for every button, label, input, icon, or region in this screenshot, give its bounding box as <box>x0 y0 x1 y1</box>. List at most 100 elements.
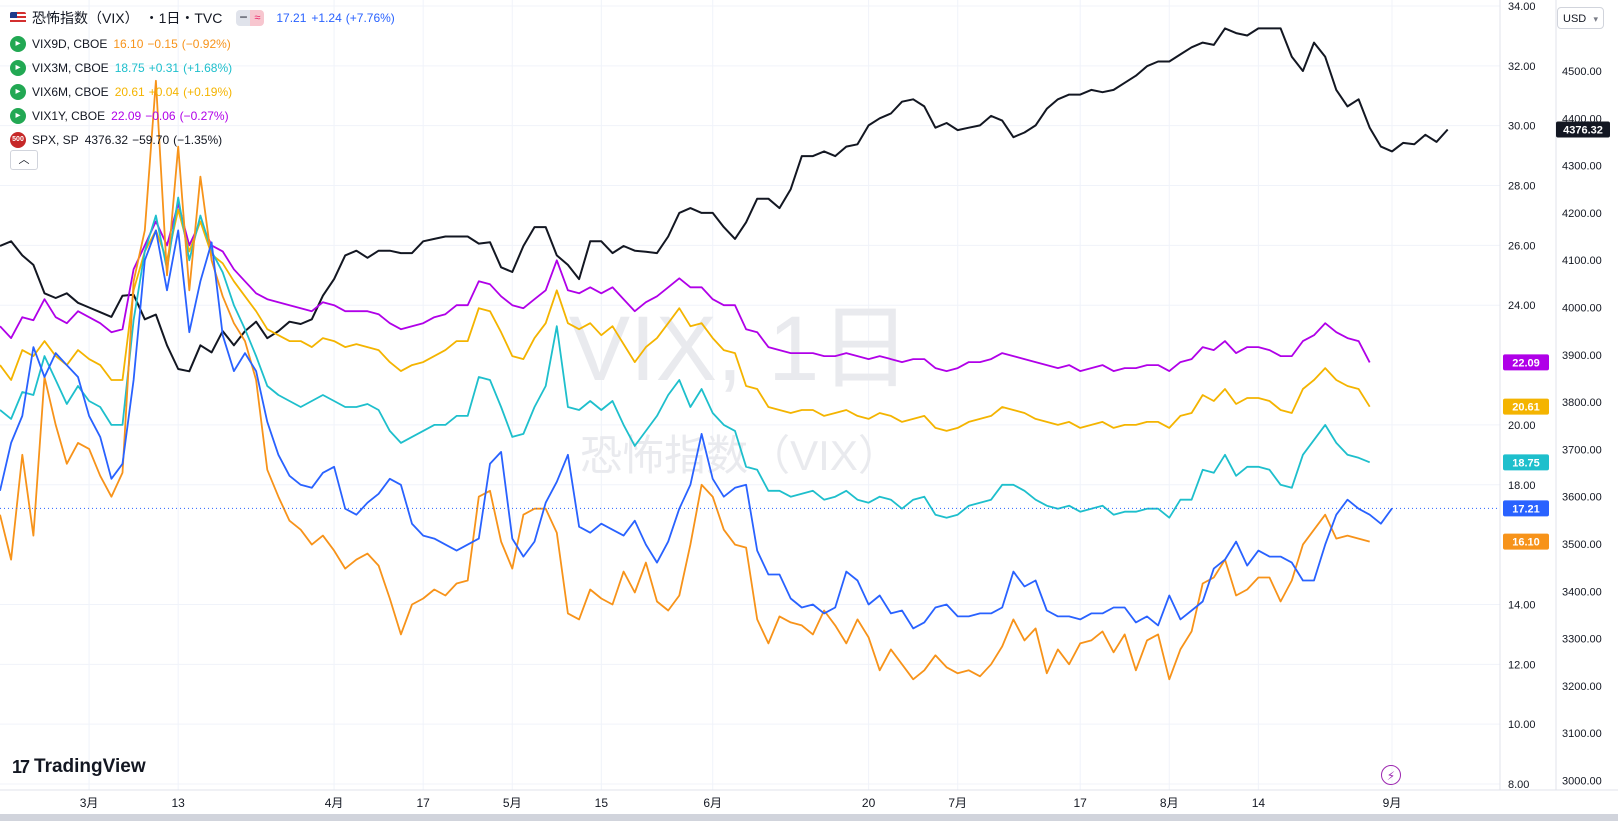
y-right-tick-label: 3300.00 <box>1562 634 1602 646</box>
y-right-tick-label: 4300.00 <box>1562 161 1602 173</box>
series-line <box>0 208 1371 432</box>
y-right-tick-label: 3800.00 <box>1562 397 1602 409</box>
branding: TradingView <box>34 756 146 777</box>
main-last: 17.21 <box>276 11 307 25</box>
green-arrow-icon: ▸ <box>10 36 26 52</box>
y-left-tick-label: 32.00 <box>1508 61 1536 73</box>
y-right-tick-label: 4100.00 <box>1562 255 1602 267</box>
x-tick-label: 20 <box>862 796 876 810</box>
legend-symbol: VIX9D, CBOE <box>32 37 108 51</box>
y-left-tick-label: 18.00 <box>1508 480 1536 492</box>
watermark-line1: VIX, 1日 <box>569 298 912 400</box>
legend-main[interactable]: 恐怖指数（VIX） ・1日・TVC ━ ≈ 17.21 +1.24 (+7.76%… <box>10 8 395 28</box>
legend-change: −0.15 <box>147 37 178 51</box>
legend-row[interactable]: 500 SPX, SP 4376.32 −59.70 (−1.35%) <box>10 128 395 152</box>
x-tick-label: 14 <box>1252 796 1266 810</box>
legend-last: 16.10 <box>113 37 144 51</box>
last-value-badge <box>1503 500 1549 517</box>
collapse-legend-button[interactable]: ︿ <box>10 150 38 170</box>
y-right-tick-label: 3700.00 <box>1562 444 1602 456</box>
x-tick-label: 17 <box>1074 796 1088 810</box>
y-left-tick-label: 20.00 <box>1508 420 1536 432</box>
legend-pct: (+1.68%) <box>183 61 233 75</box>
last-value-text: 20.61 <box>1512 402 1540 414</box>
series-line <box>0 229 1393 630</box>
main-symbol: 恐怖指数（VIX） <box>32 10 139 26</box>
y-right-tick-label: 4200.00 <box>1562 208 1602 220</box>
x-tick-label: 15 <box>595 796 609 810</box>
y-left-tick-label: 30.00 <box>1508 121 1536 133</box>
last-value-badge <box>1503 454 1549 471</box>
lightning-icon[interactable]: ⚡ <box>1381 765 1401 785</box>
watermark: VIX, 1日 恐怖指数（VIX） <box>569 298 912 479</box>
sp500-icon: 500 <box>10 132 26 148</box>
legend-last: 4376.32 <box>84 133 129 147</box>
y-left-tick-label: 24.00 <box>1508 300 1536 312</box>
last-value-badge <box>1503 533 1549 550</box>
main-interval: ・1日・TVC <box>144 10 223 26</box>
y-left-tick-label: 10.00 <box>1508 719 1536 731</box>
legend-change: +0.04 <box>148 85 180 99</box>
y-left-tick-label: 8.00 <box>1508 779 1529 791</box>
legend-change: +0.31 <box>148 61 180 75</box>
compare-toggle[interactable]: ━ ≈ <box>236 10 265 26</box>
currency-select[interactable]: USD ▾ <box>1557 7 1604 29</box>
series-line <box>0 196 1371 519</box>
last-value-text: 17.21 <box>1512 503 1540 515</box>
x-tick-label: 5月 <box>503 796 522 810</box>
legend-row[interactable]: ▸ VIX3M, CBOE 18.75 +0.31 (+1.68%) <box>10 56 395 80</box>
minus-icon[interactable]: ━ <box>236 10 251 26</box>
legend-change: −0.06 <box>145 109 176 123</box>
x-tick-label: 17 <box>416 796 430 810</box>
approx-icon[interactable]: ≈ <box>250 10 265 26</box>
legend-pct: (−0.92%) <box>181 37 231 51</box>
green-arrow-icon: ▸ <box>10 108 26 124</box>
y-left-tick-label: 28.00 <box>1508 181 1536 193</box>
legend-last: 18.75 <box>114 61 145 75</box>
y-left-tick-label: 26.00 <box>1508 240 1536 252</box>
legend-pct: (+0.19%) <box>183 85 233 99</box>
x-tick-label: 6月 <box>703 796 722 810</box>
legend-last: 20.61 <box>114 85 145 99</box>
y-right-tick-label: 3400.00 <box>1562 586 1602 598</box>
tradingview-logo[interactable]: 17 TradingView <box>12 756 146 778</box>
x-tick-label: 13 <box>171 796 185 810</box>
currency-label: USD <box>1563 13 1587 25</box>
series-line <box>0 202 1371 372</box>
legend-row[interactable]: ▸ VIX1Y, CBOE 22.09 −0.06 (−0.27%) <box>10 104 395 128</box>
legend-row[interactable]: ▸ VIX6M, CBOE 20.61 +0.04 (+0.19%) <box>10 80 395 104</box>
y-right-tick-label: 3600.00 <box>1562 492 1602 504</box>
main-change-pct: (+7.76%) <box>345 11 395 25</box>
last-value-text: 16.10 <box>1512 537 1540 549</box>
x-tick-label: 8月 <box>1160 796 1179 810</box>
chevron-up-icon: ︿ <box>18 154 30 166</box>
us-flag-icon <box>10 12 26 24</box>
series-line <box>0 79 1370 681</box>
grid <box>0 0 1500 790</box>
y-right-tick-label: 3500.00 <box>1562 539 1602 551</box>
last-value-labels: 4376.32 22.09 20.61 18.75 17.21 16.10 <box>1503 121 1610 550</box>
green-arrow-icon: ▸ <box>10 84 26 100</box>
last-value-text: 22.09 <box>1512 357 1540 369</box>
legend-symbol: VIX6M, CBOE <box>32 85 109 99</box>
y-right-tick-label: 4500.00 <box>1562 66 1602 78</box>
x-tick-label: 3月 <box>80 796 99 810</box>
legend-change: −59.70 <box>132 133 170 147</box>
last-value-badge <box>1556 121 1610 138</box>
main-change: +1.24 <box>311 11 342 25</box>
x-tick-label: 9月 <box>1383 796 1402 810</box>
legend-pct: (−1.35%) <box>173 133 223 147</box>
last-value-badge <box>1503 354 1549 371</box>
watermark-line2: 恐怖指数（VIX） <box>580 432 900 479</box>
y-right-tick-label: 3200.00 <box>1562 681 1602 693</box>
y-left-tick-label: 34.00 <box>1508 1 1536 13</box>
x-tick-label: 4月 <box>325 796 344 810</box>
legend-row[interactable]: ▸ VIX9D, CBOE 16.10 −0.15 (−0.92%) <box>10 32 395 56</box>
y-right-tick-label: 4000.00 <box>1562 302 1602 314</box>
last-value-text: 18.75 <box>1512 457 1540 469</box>
y-left-tick-label: 12.00 <box>1508 659 1536 671</box>
legend: 恐怖指数（VIX） ・1日・TVC ━ ≈ 17.21 +1.24 (+7.76%… <box>10 8 395 152</box>
tradingview-logo-icon: 17 <box>12 756 30 777</box>
green-arrow-icon: ▸ <box>10 60 26 76</box>
